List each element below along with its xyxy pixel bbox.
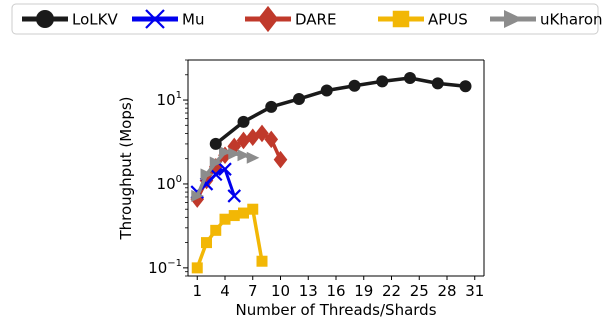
legend-label: DARE <box>295 11 336 29</box>
data-point <box>209 137 222 150</box>
x-tick-label: 16 <box>326 282 345 300</box>
legend-marker <box>504 10 523 28</box>
data-point <box>209 156 223 169</box>
series-dare <box>190 124 288 208</box>
series-ukharon <box>191 146 260 202</box>
data-point <box>218 146 232 164</box>
data-point <box>219 146 232 159</box>
series-lolkv <box>209 72 472 150</box>
data-point <box>227 189 242 203</box>
x-tick-label: 19 <box>354 282 373 300</box>
y-axis-label: Throughput (Mops) <box>117 96 135 240</box>
data-point <box>404 72 416 85</box>
data-point <box>228 210 240 222</box>
data-point <box>265 100 278 113</box>
legend-label: Mu <box>182 11 204 29</box>
data-point <box>200 168 214 181</box>
data-point <box>247 203 259 215</box>
data-point <box>208 158 223 176</box>
data-point <box>238 207 249 219</box>
data-point <box>255 124 269 143</box>
data-point <box>201 237 212 249</box>
x-tick-label: 13 <box>299 282 318 300</box>
x-tick-label: 22 <box>382 282 401 300</box>
data-point <box>219 213 231 225</box>
data-point <box>218 162 232 176</box>
legend-label: LoLKV <box>72 11 118 29</box>
legend-label: uKharon <box>540 11 603 29</box>
x-tick-label: 1 <box>192 282 202 300</box>
y-ticks: 10−1 100 101 <box>148 59 188 277</box>
legend-item: APUS <box>378 11 468 29</box>
data-point <box>273 150 288 169</box>
data-point <box>264 130 279 149</box>
legend-marker <box>257 5 279 33</box>
y-tick-label: 10−1 <box>148 258 182 277</box>
x-tick-label: 10 <box>271 282 290 300</box>
x-tick-label: 4 <box>220 282 230 300</box>
data-point <box>191 262 203 274</box>
data-point <box>348 79 361 92</box>
legend: LoLKV Mu DARE APUS uKharon <box>11 3 603 35</box>
legend-item: DARE <box>245 5 336 33</box>
x-tick-label: 31 <box>465 282 484 300</box>
data-point <box>210 224 222 236</box>
x-tick-label: 28 <box>437 282 456 300</box>
data-point <box>376 75 389 88</box>
plot-area <box>190 72 472 274</box>
legend-item: uKharon <box>490 10 603 29</box>
data-point <box>227 137 242 156</box>
data-point <box>431 77 444 90</box>
legend-item: Mu <box>132 9 204 29</box>
data-point <box>190 190 205 208</box>
legend-marker <box>36 10 54 28</box>
data-point <box>459 80 472 93</box>
axes <box>187 59 485 277</box>
data-point <box>236 131 251 150</box>
legend-label: APUS <box>428 11 468 29</box>
y-tick-label: 101 <box>157 90 182 109</box>
x-ticks: 1 4 7 10 13 16 19 22 25 28 31 <box>192 276 484 300</box>
data-point <box>237 149 251 162</box>
series-line <box>214 76 466 146</box>
data-point <box>228 147 241 160</box>
x-tick-label: 25 <box>410 282 429 300</box>
series-apus <box>191 203 268 274</box>
legend-box <box>11 3 599 35</box>
data-point <box>237 115 250 128</box>
x-tick-label: 7 <box>248 282 258 300</box>
data-point <box>191 189 204 202</box>
y-tick-label: 100 <box>157 174 182 193</box>
data-point <box>199 171 214 190</box>
legend-item: LoLKV <box>22 10 118 29</box>
data-point <box>320 84 333 97</box>
data-point <box>256 255 268 267</box>
data-point <box>245 128 260 147</box>
data-point <box>246 151 260 164</box>
legend-marker <box>145 9 165 29</box>
data-point <box>293 92 305 105</box>
x-axis-label: Number of Threads/Shards <box>235 301 436 319</box>
legend-marker <box>392 10 410 28</box>
